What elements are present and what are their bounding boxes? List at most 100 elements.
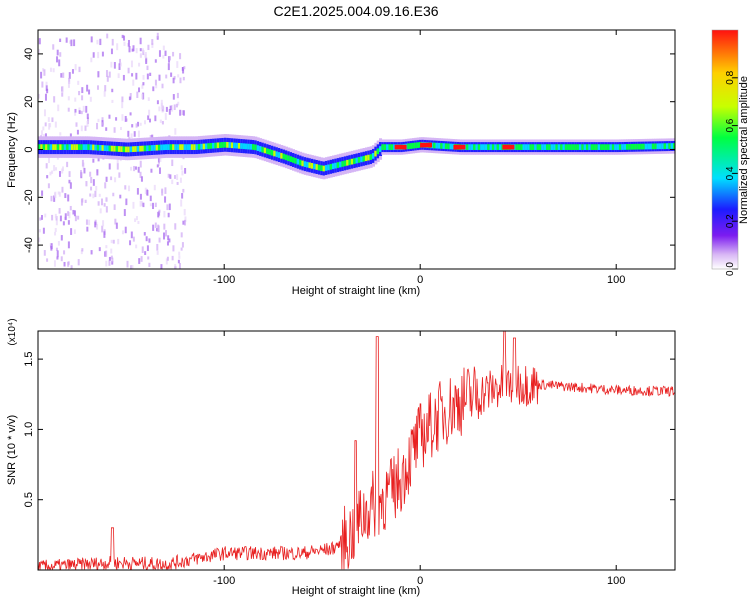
ridge-core	[576, 144, 580, 150]
ridge-core	[440, 143, 444, 149]
bottom-x-axis-label: Height of straight line (km)	[292, 585, 420, 597]
noise-cell	[68, 212, 71, 219]
bottom-y-tick-label: 1.0	[23, 422, 35, 437]
ridge-core	[374, 150, 378, 157]
noise-cell	[132, 79, 135, 86]
noise-cell	[80, 110, 83, 115]
ridge-core	[581, 144, 585, 150]
noise-cell	[165, 74, 168, 79]
ridge-core	[527, 144, 531, 150]
ridge-core	[176, 144, 180, 150]
noise-cell	[47, 117, 50, 122]
noise-cell	[162, 55, 165, 59]
noise-cell	[86, 226, 89, 232]
noise-cell	[81, 87, 84, 94]
ridge-core	[122, 146, 126, 153]
ridge-core	[139, 145, 143, 152]
noise-cell	[71, 69, 74, 74]
noise-cell	[157, 211, 160, 218]
ridge-core	[240, 143, 244, 149]
ridge-core	[115, 145, 119, 152]
noise-cell	[132, 236, 135, 242]
ridge-core	[437, 142, 441, 149]
noise-cell	[140, 176, 143, 182]
ridge-core	[470, 144, 474, 150]
noise-cell	[43, 250, 46, 256]
ridge-core	[520, 144, 524, 150]
bottom-y-axis-label: SNR (10 * v/v)	[6, 415, 18, 485]
ridge-core	[484, 144, 488, 150]
noise-cell	[149, 135, 152, 139]
colorbar: 0.00.20.40.60.8 Normalized spectral ampl…	[711, 29, 750, 276]
noise-cell	[43, 109, 46, 117]
ridge-core	[661, 143, 665, 150]
noise-cell	[98, 247, 101, 252]
noise-cell	[135, 123, 138, 128]
ridge-core	[80, 144, 84, 150]
noise-cell	[144, 120, 147, 125]
noise-cell	[80, 125, 83, 132]
noise-cell	[105, 176, 108, 182]
noise-cell	[157, 157, 160, 164]
noise-cell	[55, 247, 58, 251]
noise-cell	[118, 58, 121, 66]
noise-cell	[154, 59, 157, 63]
noise-cell	[73, 210, 76, 217]
ridge-core	[560, 144, 564, 150]
noise-cell	[105, 250, 108, 257]
noise-cell	[139, 193, 142, 200]
ridge-core	[75, 144, 79, 150]
noise-cell	[105, 206, 108, 213]
noise-cell	[92, 158, 95, 163]
noise-cell	[144, 251, 147, 255]
noise-cell	[141, 93, 144, 100]
noise-cell	[113, 127, 116, 133]
noise-cell	[75, 122, 78, 127]
noise-cell	[88, 219, 91, 226]
ridge-core	[444, 143, 448, 150]
ridge-core	[466, 144, 470, 150]
noise-cell	[127, 39, 130, 47]
ridge-core	[223, 141, 227, 148]
noise-cell	[132, 201, 135, 209]
noise-cell	[164, 50, 167, 56]
noise-cell	[125, 198, 128, 206]
noise-cell	[155, 228, 158, 232]
noise-cell	[129, 93, 132, 100]
noise-cell	[126, 42, 129, 47]
noise-cell	[142, 202, 145, 208]
ridge-core	[200, 143, 204, 150]
noise-cell	[179, 53, 182, 60]
ridge-core	[120, 146, 124, 153]
noise-cell	[61, 86, 64, 93]
ridge-core	[221, 142, 225, 148]
noise-cell	[138, 62, 141, 67]
noise-cell	[106, 33, 109, 39]
ridge-core	[204, 143, 208, 150]
bottom-y-tick-label: 0.5	[23, 492, 35, 507]
ridge-core	[103, 145, 107, 152]
ridge-core	[381, 144, 385, 150]
ridge-core	[633, 143, 637, 150]
ridge-core	[315, 164, 319, 170]
ridge-core	[68, 144, 72, 150]
noise-cell	[106, 75, 109, 82]
ridge-core	[108, 145, 112, 152]
noise-cell	[160, 264, 163, 269]
noise-cell	[101, 51, 104, 57]
noise-cell	[142, 50, 145, 56]
noise-cell	[104, 251, 107, 257]
ridge-core	[343, 160, 347, 167]
noise-cell	[49, 123, 52, 128]
ridge-core	[181, 144, 185, 150]
noise-cell	[146, 190, 149, 196]
ridge-core	[89, 144, 93, 151]
ridge-core	[595, 144, 599, 150]
ridge-core	[607, 144, 611, 150]
ridge-core	[475, 144, 479, 150]
ridge-core	[367, 154, 371, 161]
ridge-core	[230, 142, 234, 149]
noise-cell	[180, 165, 183, 170]
noise-cell	[168, 109, 171, 115]
noise-cell	[122, 74, 125, 81]
